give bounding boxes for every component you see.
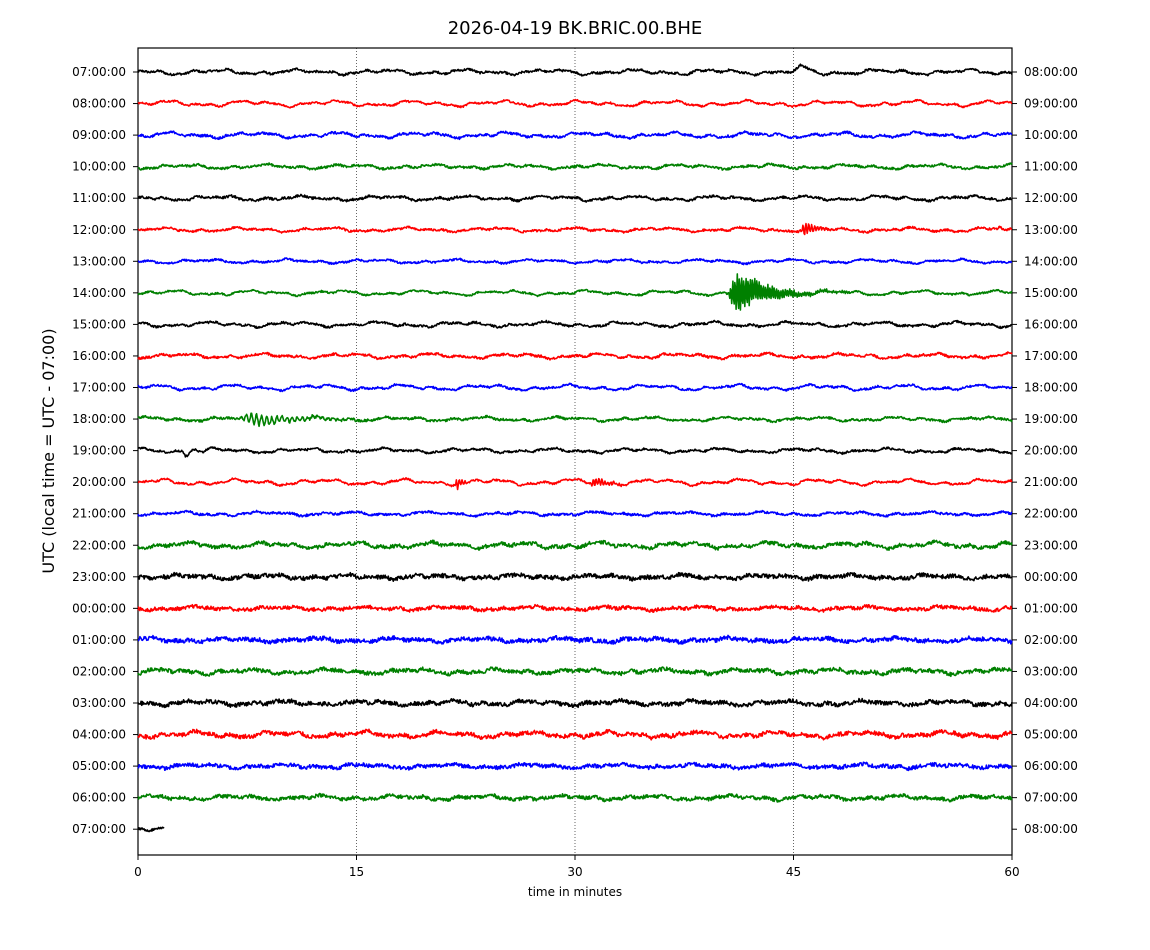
trace-row-1 xyxy=(137,98,1013,109)
utc-tick-label: 12:00:00 xyxy=(72,223,126,237)
utc-tick-label: 07:00:00 xyxy=(72,65,126,79)
utc-tick-label: 10:00:00 xyxy=(72,160,126,174)
local-tick-label: 21:00:00 xyxy=(1024,475,1078,489)
trace-row-4 xyxy=(137,193,1013,203)
local-tick-label: 04:00:00 xyxy=(1024,696,1078,710)
utc-tick-label: 14:00:00 xyxy=(72,286,126,300)
trace-row-8 xyxy=(137,319,1013,330)
local-tick-label: 08:00:00 xyxy=(1024,822,1078,836)
local-tick-label: 22:00:00 xyxy=(1024,507,1078,521)
local-tick-label: 03:00:00 xyxy=(1024,664,1078,678)
x-tick-label: 60 xyxy=(1004,865,1019,879)
utc-tick-labels: 07:00:00 08:00:00 09:00:00 10:00:00 11:00:00… xyxy=(72,65,138,836)
vertical-gridlines xyxy=(356,48,794,855)
local-tick-label: 18:00:00 xyxy=(1024,381,1078,395)
local-tick-label: 11:00:00 xyxy=(1024,160,1078,174)
trace-row-12 xyxy=(137,446,1013,458)
local-tick-label: 08:00:00 xyxy=(1024,65,1078,79)
utc-tick-label: 07:00:00 xyxy=(72,822,126,836)
trace-row-3 xyxy=(137,162,1013,171)
local-tick-label: 02:00:00 xyxy=(1024,633,1078,647)
utc-tick-label: 00:00:00 xyxy=(72,601,126,615)
local-tick-label: 19:00:00 xyxy=(1024,412,1078,426)
utc-tick-label: 17:00:00 xyxy=(72,381,126,395)
x-tick-label: 15 xyxy=(349,865,364,879)
utc-tick-label: 19:00:00 xyxy=(72,444,126,458)
utc-tick-label: 06:00:00 xyxy=(72,791,126,805)
local-tick-labels: 08:00:00 09:00:00 10:00:00 11:00:00 12:00:00… xyxy=(1012,65,1078,836)
utc-tick-label: 08:00:00 xyxy=(72,97,126,111)
trace-row-14 xyxy=(137,509,1013,518)
x-tick-label: 0 xyxy=(134,865,142,879)
trace-row-20 xyxy=(137,697,1013,709)
local-tick-label: 14:00:00 xyxy=(1024,254,1078,268)
trace-row-6 xyxy=(137,257,1013,266)
x-tick-label: 45 xyxy=(786,865,801,879)
trace-row-9 xyxy=(137,351,1013,361)
trace-row-23 xyxy=(137,792,1013,803)
local-tick-label: 17:00:00 xyxy=(1024,349,1078,363)
chart-title: 2026-04-19 BK.BRIC.00.BHE xyxy=(448,18,703,39)
local-tick-label: 01:00:00 xyxy=(1024,601,1078,615)
utc-tick-label: 03:00:00 xyxy=(72,696,126,710)
trace-row-2 xyxy=(137,130,1013,141)
utc-tick-label: 01:00:00 xyxy=(72,633,126,647)
trace-row-11 xyxy=(137,412,1013,428)
x-axis-label: time in minutes xyxy=(528,885,622,899)
utc-tick-label: 22:00:00 xyxy=(72,538,126,552)
utc-tick-label: 18:00:00 xyxy=(72,412,126,426)
utc-tick-label: 20:00:00 xyxy=(72,475,126,489)
trace-row-21 xyxy=(137,728,1013,741)
local-tick-label: 10:00:00 xyxy=(1024,128,1078,142)
utc-tick-label: 21:00:00 xyxy=(72,507,126,521)
trace-row-15 xyxy=(137,539,1013,552)
trace-row-17 xyxy=(137,603,1013,614)
utc-tick-label: 04:00:00 xyxy=(72,728,126,742)
local-tick-label: 15:00:00 xyxy=(1024,286,1078,300)
utc-tick-label: 13:00:00 xyxy=(72,254,126,268)
local-tick-label: 12:00:00 xyxy=(1024,191,1078,205)
utc-tick-label: 02:00:00 xyxy=(72,664,126,678)
local-tick-label: 00:00:00 xyxy=(1024,570,1078,584)
local-tick-label: 07:00:00 xyxy=(1024,791,1078,805)
local-tick-label: 20:00:00 xyxy=(1024,444,1078,458)
seismic-traces xyxy=(137,63,1013,833)
local-tick-label: 16:00:00 xyxy=(1024,317,1078,331)
x-axis-ticks: 0 15 30 45 60 xyxy=(134,855,1020,879)
trace-row-5 xyxy=(137,222,1013,236)
trace-row-10 xyxy=(137,382,1013,393)
local-tick-label: 23:00:00 xyxy=(1024,538,1078,552)
utc-tick-label: 11:00:00 xyxy=(72,191,126,205)
x-tick-label: 30 xyxy=(567,865,582,879)
local-tick-label: 09:00:00 xyxy=(1024,97,1078,111)
trace-row-0 xyxy=(137,63,1013,77)
local-tick-label: 06:00:00 xyxy=(1024,759,1078,773)
trace-row-13 xyxy=(137,477,1013,491)
local-tick-label: 05:00:00 xyxy=(1024,728,1078,742)
trace-row-18 xyxy=(137,634,1013,645)
local-tick-label: 13:00:00 xyxy=(1024,223,1078,237)
trace-row-22 xyxy=(137,761,1013,772)
utc-tick-label: 15:00:00 xyxy=(72,317,126,331)
trace-row-7 xyxy=(137,273,1013,311)
y-axis-label: UTC (local time = UTC - 07:00) xyxy=(39,328,58,573)
trace-row-19 xyxy=(137,666,1013,678)
utc-tick-label: 16:00:00 xyxy=(72,349,126,363)
utc-tick-label: 05:00:00 xyxy=(72,759,126,773)
trace-row-24 xyxy=(137,826,165,833)
utc-tick-label: 23:00:00 xyxy=(72,570,126,584)
trace-row-16 xyxy=(137,571,1013,583)
utc-tick-label: 09:00:00 xyxy=(72,128,126,142)
